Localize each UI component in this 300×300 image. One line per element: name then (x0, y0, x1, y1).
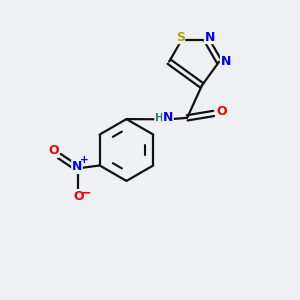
Text: H: H (155, 113, 164, 123)
Text: N: N (220, 55, 231, 68)
Text: +: + (80, 155, 88, 166)
Text: S: S (176, 31, 185, 44)
Text: O: O (48, 144, 59, 157)
Text: O: O (74, 190, 84, 202)
Text: O: O (217, 106, 227, 118)
Text: −: − (81, 186, 91, 199)
Text: N: N (72, 160, 82, 173)
Text: N: N (163, 111, 173, 124)
Text: N: N (204, 31, 215, 44)
